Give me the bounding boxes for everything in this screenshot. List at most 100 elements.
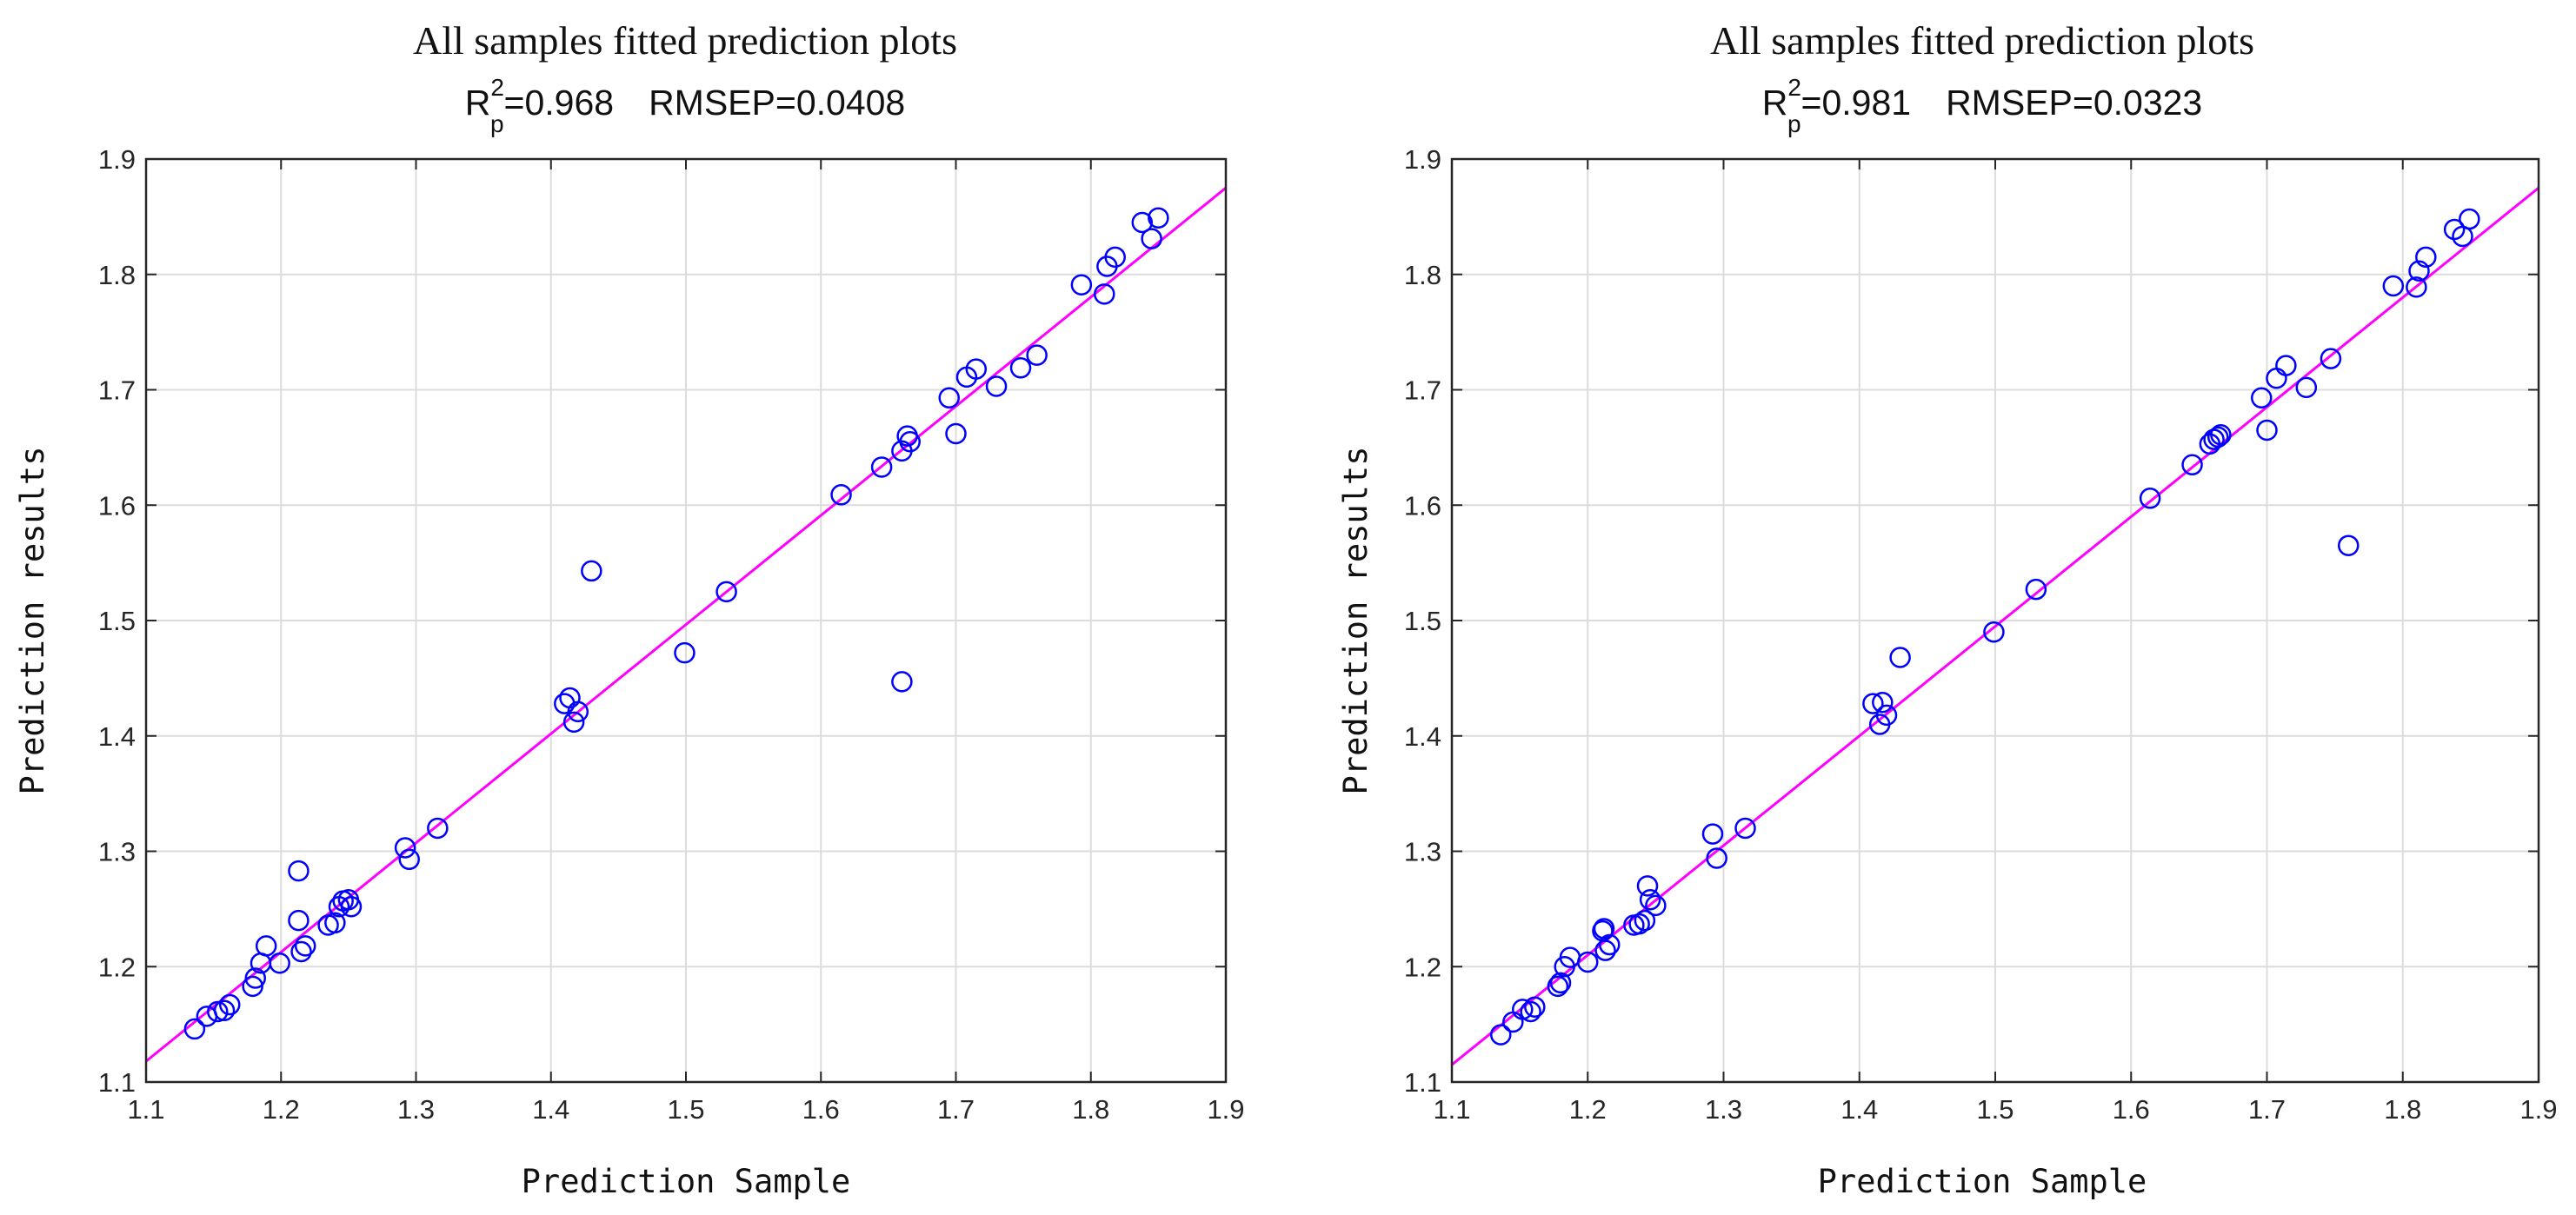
left-x-ticks: 1.1 1.2 1.3 1.4 1.5 1.6 1.7 1.8 1.9 xyxy=(127,159,1245,1125)
y-tick-label: 1.9 xyxy=(1404,144,1441,175)
y-tick-label: 1.8 xyxy=(1404,260,1441,290)
data-point xyxy=(244,967,267,989)
data-point xyxy=(1875,704,1898,727)
left-rmsep: RMSEP=0.0408 xyxy=(649,83,905,123)
x-tick-label: 1.1 xyxy=(127,1094,164,1125)
left-r-subscript: p xyxy=(490,110,504,137)
data-point xyxy=(2338,534,2360,556)
y-tick-label: 1.5 xyxy=(1404,606,1441,636)
left-grid xyxy=(146,159,1226,1082)
data-point xyxy=(1549,972,1572,994)
data-point xyxy=(938,387,960,409)
data-point xyxy=(324,912,346,934)
data-point xyxy=(2181,454,2203,476)
y-tick-label: 1.7 xyxy=(98,375,136,406)
data-point xyxy=(1104,246,1126,269)
data-point xyxy=(1628,913,1650,935)
left-r-superscript: 2 xyxy=(490,74,504,101)
data-point xyxy=(290,940,312,963)
right-chart-title: All samples fitted prediction plots xyxy=(1710,18,2254,63)
data-point xyxy=(1512,999,1534,1020)
data-point xyxy=(567,700,589,723)
data-point xyxy=(965,358,988,380)
right-rmsep: RMSEP=0.0323 xyxy=(1946,83,2202,123)
x-tick-label: 1.9 xyxy=(1207,1094,1244,1125)
data-point xyxy=(427,817,449,840)
right-x-ticks: 1.1 1.2 1.3 1.4 1.5 1.6 1.7 1.8 1.9 xyxy=(1433,159,2558,1125)
data-point xyxy=(1594,939,1616,961)
data-point xyxy=(674,641,696,664)
data-point xyxy=(2207,426,2229,448)
data-point xyxy=(2320,348,2342,369)
right-chart-subtitle: R2 p=0.981 RMSEP=0.0323 xyxy=(1762,74,2202,137)
data-point xyxy=(288,860,310,882)
data-point xyxy=(891,671,913,693)
data-point xyxy=(183,1018,206,1040)
data-point xyxy=(1636,875,1659,897)
x-tick-label: 1.9 xyxy=(2519,1094,2557,1125)
data-point xyxy=(1009,357,1032,379)
data-point xyxy=(1862,693,1884,714)
data-point xyxy=(1577,951,1599,973)
data-point xyxy=(870,456,893,478)
data-point xyxy=(716,581,737,603)
data-point xyxy=(255,935,277,957)
data-point xyxy=(1639,889,1661,911)
y-tick-label: 1.5 xyxy=(98,606,136,636)
data-point xyxy=(899,430,921,453)
y-tick-label: 1.2 xyxy=(1404,952,1441,982)
data-point xyxy=(340,895,363,918)
right-r-subscript: p xyxy=(1787,110,1801,137)
data-point xyxy=(1524,996,1546,1018)
data-point xyxy=(1070,274,1093,295)
data-point xyxy=(1094,283,1115,305)
data-point xyxy=(1148,207,1169,229)
data-point xyxy=(1490,1024,1512,1046)
right-y-axis-label: Prediction results xyxy=(1337,447,1375,795)
data-point xyxy=(1872,692,1894,714)
left-chart-subtitle: R2 p=0.968 RMSEP=0.0408 xyxy=(465,74,905,137)
data-point xyxy=(288,909,310,932)
data-point xyxy=(945,422,967,445)
x-tick-label: 1.6 xyxy=(2113,1094,2150,1125)
left-r-symbol: R xyxy=(465,83,491,123)
data-point xyxy=(1734,817,1756,840)
data-point xyxy=(294,935,316,957)
data-point xyxy=(269,953,290,974)
right-x-axis-label: Prediction Sample xyxy=(1818,1163,2147,1200)
data-point xyxy=(1599,933,1621,956)
y-tick-label: 1.6 xyxy=(1404,490,1441,521)
data-point xyxy=(1706,847,1727,869)
data-point xyxy=(1520,1000,1541,1023)
x-tick-label: 1.2 xyxy=(1569,1094,1607,1125)
y-tick-label: 1.1 xyxy=(1404,1067,1441,1098)
y-tick-label: 1.1 xyxy=(98,1067,136,1098)
data-point xyxy=(830,484,852,506)
y-tick-label: 1.8 xyxy=(98,260,136,290)
y-tick-label: 1.7 xyxy=(1404,375,1441,406)
left-y-ticks: 1.1 1.2 1.3 1.4 1.5 1.6 1.7 1.8 1.9 xyxy=(98,144,1226,1098)
data-point xyxy=(1645,894,1667,917)
y-tick-label: 1.3 xyxy=(98,837,136,867)
x-tick-label: 1.7 xyxy=(937,1094,975,1125)
data-point xyxy=(1131,211,1153,234)
data-point xyxy=(2139,488,2161,509)
y-tick-label: 1.9 xyxy=(98,144,136,175)
data-point xyxy=(581,560,602,582)
data-point xyxy=(2210,424,2232,446)
data-point xyxy=(2382,275,2405,297)
right-y-ticks: 1.1 1.2 1.3 1.4 1.5 1.6 1.7 1.8 1.9 xyxy=(1404,144,2539,1098)
data-point xyxy=(985,375,1008,397)
x-tick-label: 1.6 xyxy=(802,1094,840,1125)
x-tick-label: 1.7 xyxy=(2248,1094,2286,1125)
left-points xyxy=(183,207,1169,1040)
right-r-symbol: R xyxy=(1762,83,1788,123)
left-y-axis-label: Prediction results xyxy=(14,447,51,795)
data-point xyxy=(2415,246,2437,269)
x-tick-label: 1.4 xyxy=(532,1094,569,1125)
data-point xyxy=(2408,260,2430,282)
y-tick-label: 1.2 xyxy=(98,952,136,982)
right-points xyxy=(1490,208,2480,1046)
